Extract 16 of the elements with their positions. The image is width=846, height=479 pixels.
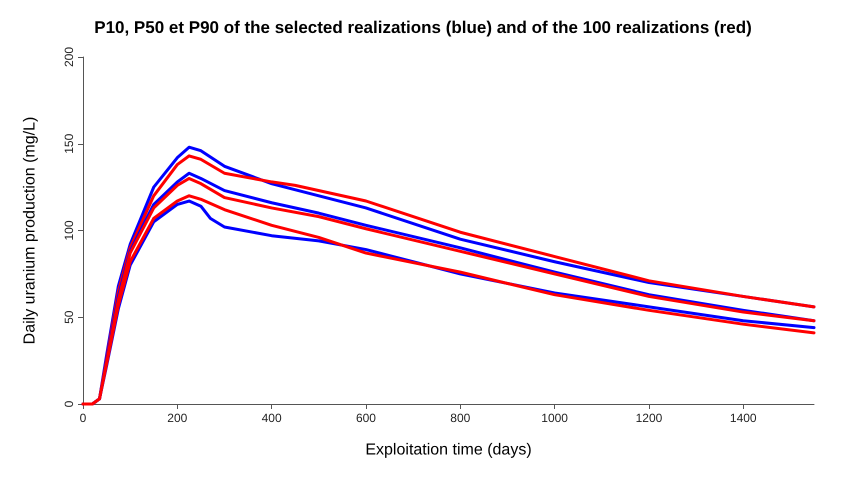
y-tick-label: 150 (62, 133, 76, 154)
y-tick-label: 50 (62, 310, 76, 324)
y-tick-label: 100 (62, 220, 76, 241)
x-tick-label: 1000 (541, 411, 568, 425)
x-tick-label: 1200 (636, 411, 663, 425)
x-tick-label: 600 (356, 411, 376, 425)
x-tick-label: 800 (450, 411, 471, 425)
x-axis-title: Exploitation time (days) (365, 442, 532, 458)
x-tick-label: 400 (262, 411, 282, 425)
chart-title: P10, P50 et P90 of the selected realizations (blue) and of the 100 realizations (red) (94, 18, 752, 37)
x-tick-label: 0 (80, 411, 87, 425)
y-tick-label: 200 (62, 46, 76, 68)
y-axis-title: Daily uranium production (mg/L) (22, 116, 38, 344)
y-tick-label: 0 (62, 400, 76, 408)
x-tick-label: 1400 (730, 411, 757, 425)
x-tick-label: 200 (167, 411, 188, 425)
